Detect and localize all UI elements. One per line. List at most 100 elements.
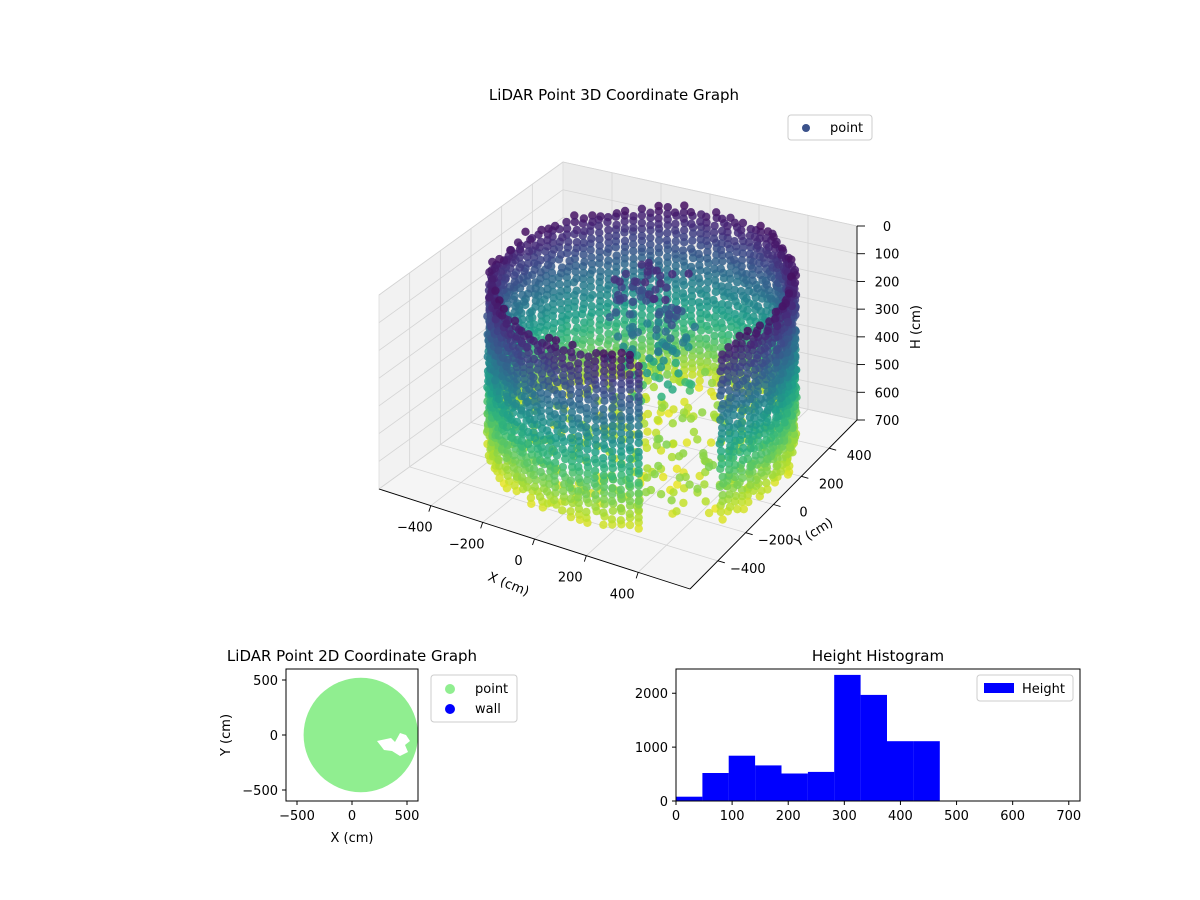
lidar-point [687, 286, 696, 295]
lidar-point [529, 379, 538, 388]
lidar-point [617, 477, 626, 486]
lidar-point [651, 285, 660, 294]
lidar-point [695, 285, 704, 294]
lidar-point [688, 352, 697, 361]
legend-marker-point [802, 124, 810, 132]
lidar-point [550, 385, 559, 395]
lidar-point [723, 313, 733, 322]
lidar-point [738, 394, 748, 404]
lidar-point [596, 291, 605, 300]
lidar-point [738, 406, 747, 415]
lidar-point [572, 225, 582, 235]
lidar-point [529, 464, 539, 473]
lidar-point [617, 422, 626, 431]
lidar-point [557, 305, 566, 314]
lidar-point [531, 278, 540, 287]
lidar-point [596, 267, 605, 276]
histogram-bar [781, 773, 808, 801]
x-tick-label: 0 [514, 554, 522, 569]
lidar-point [573, 414, 583, 423]
lidar-point [634, 429, 643, 439]
lidar-point [583, 371, 592, 381]
lidar-point [646, 233, 655, 242]
lidar-point [587, 302, 596, 311]
chart-3d: −400−2000200400−400−20002004000100200300… [378, 86, 924, 602]
lidar-point [536, 455, 545, 465]
lidar-point [642, 443, 652, 453]
lidar-point [565, 483, 574, 492]
lidar-point [488, 257, 497, 267]
lidar-point [557, 420, 567, 430]
lidar-point [749, 312, 758, 322]
lidar-point [542, 278, 551, 287]
lidar-point [566, 476, 575, 485]
lidar-point [704, 508, 714, 518]
lidar-point [568, 462, 577, 472]
lidar-point [725, 386, 734, 395]
lidar-point [616, 411, 626, 421]
lidar-point [738, 388, 747, 397]
lidar-point [591, 502, 600, 511]
lidar-point [620, 242, 630, 251]
lidar-point [710, 331, 719, 340]
lidar-point [730, 292, 739, 301]
lidar-point [590, 363, 599, 372]
lidar-point [574, 474, 583, 483]
lidar-point [725, 502, 735, 512]
lidar-point [485, 268, 494, 277]
lidar-point [502, 319, 511, 328]
lidar-point [748, 276, 757, 285]
lidar-point [754, 265, 763, 274]
lidar-point [502, 453, 511, 462]
lidar-point [744, 497, 753, 507]
lidar-point [673, 480, 682, 489]
lidar-point [723, 233, 732, 243]
histogram-legend: Height [976, 674, 1074, 702]
lidar-point [549, 294, 558, 303]
x-tick-label: 100 [720, 809, 745, 824]
lidar-point [603, 213, 613, 222]
lidar-point [634, 489, 643, 498]
lidar-point [640, 278, 650, 287]
lidar-point [515, 245, 525, 254]
lidar-point [709, 234, 719, 243]
legend-label-height: Height [1022, 682, 1065, 697]
lidar-point [580, 257, 589, 266]
lidar-point [608, 427, 617, 437]
lidar-point [607, 496, 617, 506]
lidar-point [523, 483, 532, 492]
lidar-point [570, 211, 579, 220]
lidar-point [751, 451, 760, 460]
lidar-point [672, 312, 681, 321]
lidar-point [758, 359, 767, 368]
y-tick-label: −400 [730, 562, 766, 577]
x-tick-label: 0 [672, 809, 680, 824]
y-tick [717, 560, 725, 564]
lidar-point [669, 405, 678, 414]
lidar-point [695, 334, 704, 343]
lidar-point [572, 286, 581, 295]
lidar-point [587, 234, 596, 243]
lidar-point [717, 300, 727, 309]
lidar-point [778, 244, 787, 253]
lidar-point [586, 318, 595, 327]
lidar-point [604, 244, 613, 253]
lidar-point [688, 279, 697, 288]
y-tick-label: 0 [799, 506, 807, 521]
lidar-point [637, 204, 647, 213]
lidar-point [583, 445, 592, 454]
lidar-point [702, 212, 711, 221]
lidar-point [687, 219, 696, 228]
lidar-point [590, 479, 599, 488]
lidar-point [653, 415, 662, 425]
lidar-point [512, 332, 521, 341]
lidar-point [617, 429, 626, 438]
lidar-point [637, 341, 647, 351]
legend-frame [787, 114, 873, 141]
lidar-point [663, 228, 672, 238]
lidar-point [525, 366, 535, 375]
lidar-point [604, 281, 613, 290]
lidar-point [503, 447, 512, 456]
lidar-point [642, 368, 652, 378]
lidar-point [568, 340, 577, 350]
